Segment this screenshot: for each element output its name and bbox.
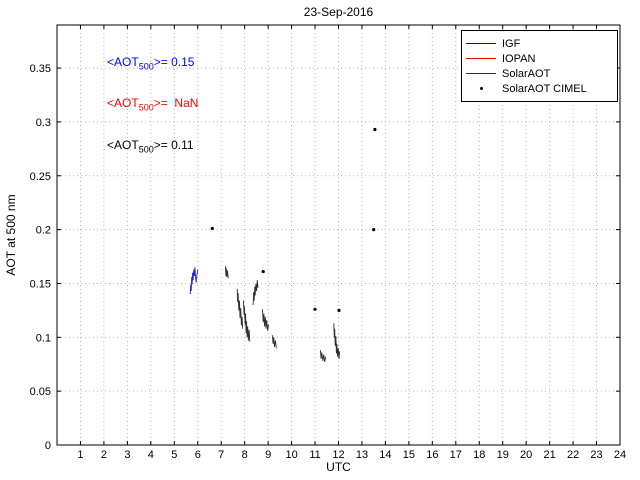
legend-entry-igf: IGF bbox=[462, 36, 617, 51]
y-tick-label: 0.15 bbox=[30, 278, 51, 290]
x-tick-label: 8 bbox=[242, 449, 248, 461]
x-tick-label: 12 bbox=[332, 449, 344, 461]
x-tick-label: 1 bbox=[77, 449, 83, 461]
y-tick-label: 0.35 bbox=[30, 63, 51, 75]
data-point bbox=[373, 127, 377, 132]
data-point bbox=[313, 307, 317, 311]
data-trace bbox=[262, 309, 270, 331]
legend-label: SolarAOT bbox=[502, 67, 551, 80]
y-tick-label: 0 bbox=[45, 440, 51, 452]
legend-label: SolarAOT CIMEL bbox=[502, 82, 587, 95]
data-trace bbox=[189, 267, 199, 295]
annotation-aot500-mean-0: <AOT500>= 0.15 bbox=[107, 55, 195, 72]
legend-label: IGF bbox=[502, 37, 521, 50]
x-axis-label: UTC bbox=[326, 460, 351, 474]
data-trace bbox=[224, 266, 229, 279]
x-tick-label: 10 bbox=[285, 449, 297, 461]
series-solaraot bbox=[224, 266, 341, 363]
x-tick-label: 7 bbox=[218, 449, 224, 461]
data-point bbox=[210, 226, 214, 231]
x-tick-label: 14 bbox=[379, 449, 391, 461]
axes bbox=[56, 24, 621, 446]
legend-entry-solaraot-cimel: SolarAOT CIMEL bbox=[462, 81, 617, 96]
legend-line-marker-icon bbox=[462, 58, 500, 59]
x-tick-label: 6 bbox=[195, 449, 201, 461]
data-trace bbox=[243, 300, 251, 342]
x-tick-label: 22 bbox=[567, 449, 579, 461]
legend-line-marker-icon bbox=[462, 73, 500, 74]
chart-title: 23-Sep-2016 bbox=[303, 5, 374, 19]
x-tick-label: 17 bbox=[450, 449, 462, 461]
tick-labels: 1 2 3 4 5 6 7 8 9 10 11 12 13 14 15 16 17 18 19 20 21 22 23 240… bbox=[30, 63, 627, 461]
data-trace bbox=[236, 288, 244, 329]
x-tick-label: 9 bbox=[265, 449, 271, 461]
x-tick-label: 23 bbox=[590, 449, 602, 461]
x-tick-label: 16 bbox=[426, 449, 438, 461]
legend-entry-solaraot: SolarAOT bbox=[462, 66, 617, 81]
x-tick-label: 4 bbox=[148, 449, 154, 461]
x-tick-label: 19 bbox=[497, 449, 509, 461]
data-trace bbox=[252, 280, 259, 306]
x-tick-label: 3 bbox=[124, 449, 130, 461]
y-tick-label: 0.05 bbox=[30, 386, 51, 398]
annotation-aot500-mean-1: <AOT500>= NaN bbox=[107, 96, 199, 113]
data-trace bbox=[319, 350, 327, 363]
legend-line-marker-icon bbox=[462, 43, 500, 44]
legend: IGF IOPAN SolarAOT SolarAOT CIMEL bbox=[461, 30, 618, 102]
legend-dot-marker-icon bbox=[462, 87, 500, 90]
x-tick-label: 5 bbox=[171, 449, 177, 461]
data-point bbox=[337, 308, 341, 312]
data-trace bbox=[271, 335, 277, 349]
data-point bbox=[372, 228, 376, 232]
series-solaraot-cimel bbox=[210, 127, 377, 312]
x-tick-label: 18 bbox=[473, 449, 485, 461]
legend-label: IOPAN bbox=[502, 52, 536, 65]
y-tick-label: 0.25 bbox=[30, 171, 51, 183]
data-point bbox=[261, 270, 265, 274]
data-trace bbox=[333, 323, 341, 359]
series bbox=[189, 127, 377, 363]
annotation-aot500-mean-2: <AOT500>= 0.11 bbox=[107, 138, 194, 155]
y-tick-label: 0.1 bbox=[36, 332, 51, 344]
x-tick-label: 21 bbox=[544, 449, 556, 461]
x-tick-label: 15 bbox=[403, 449, 415, 461]
y-tick-label: 0.2 bbox=[36, 225, 51, 237]
x-tick-label: 13 bbox=[356, 449, 368, 461]
x-tick-label: 2 bbox=[101, 449, 107, 461]
series-igf bbox=[189, 267, 199, 295]
x-tick-label: 11 bbox=[309, 449, 320, 461]
y-axis-label: AOT at 500 nm bbox=[4, 194, 18, 276]
y-tick-label: 0.3 bbox=[36, 117, 51, 129]
x-tick-label: 24 bbox=[614, 449, 626, 461]
x-tick-label: 20 bbox=[520, 449, 532, 461]
legend-entry-iopan: IOPAN bbox=[462, 51, 617, 66]
